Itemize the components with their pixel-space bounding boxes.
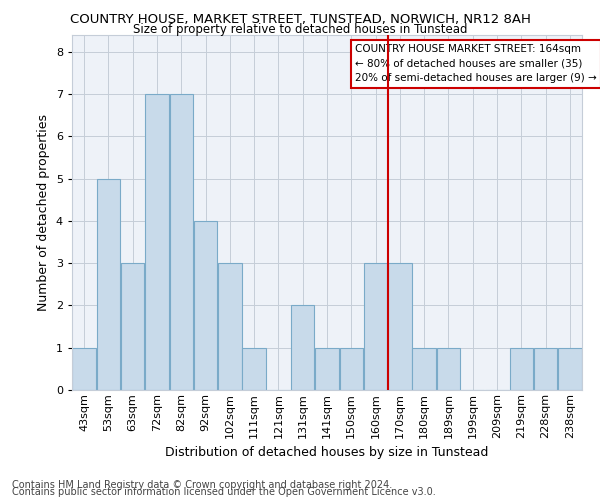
Text: Size of property relative to detached houses in Tunstead: Size of property relative to detached ho… [133,22,467,36]
Bar [242,348,266,390]
Bar [97,178,120,390]
Bar [145,94,169,390]
Bar [121,263,145,390]
Bar [388,263,412,390]
Bar [315,348,339,390]
Text: COUNTRY HOUSE, MARKET STREET, TUNSTEAD, NORWICH, NR12 8AH: COUNTRY HOUSE, MARKET STREET, TUNSTEAD, … [70,12,530,26]
Bar [364,263,388,390]
Bar [218,263,242,390]
Bar [412,348,436,390]
X-axis label: Distribution of detached houses by size in Tunstead: Distribution of detached houses by size … [166,446,488,459]
Bar [194,221,217,390]
Bar [340,348,363,390]
Bar [437,348,460,390]
Bar [291,306,314,390]
Text: Contains public sector information licensed under the Open Government Licence v3: Contains public sector information licen… [12,487,436,497]
Bar [509,348,533,390]
Bar [73,348,96,390]
Y-axis label: Number of detached properties: Number of detached properties [37,114,50,311]
Bar [170,94,193,390]
Bar [558,348,581,390]
Text: Contains HM Land Registry data © Crown copyright and database right 2024.: Contains HM Land Registry data © Crown c… [12,480,392,490]
Text: COUNTRY HOUSE MARKET STREET: 164sqm
← 80% of detached houses are smaller (35)
20: COUNTRY HOUSE MARKET STREET: 164sqm ← 80… [355,44,597,84]
Bar [534,348,557,390]
